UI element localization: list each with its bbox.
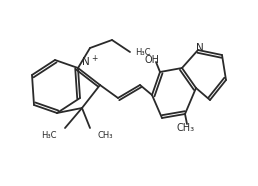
- Text: N: N: [82, 57, 90, 67]
- Text: +: +: [91, 54, 97, 62]
- Text: CH₃: CH₃: [98, 132, 114, 140]
- Text: H₃C: H₃C: [135, 47, 150, 57]
- Text: CH₃: CH₃: [177, 123, 195, 133]
- Text: H₃C: H₃C: [42, 132, 57, 140]
- Text: N: N: [196, 43, 204, 53]
- Text: OH: OH: [144, 55, 159, 65]
